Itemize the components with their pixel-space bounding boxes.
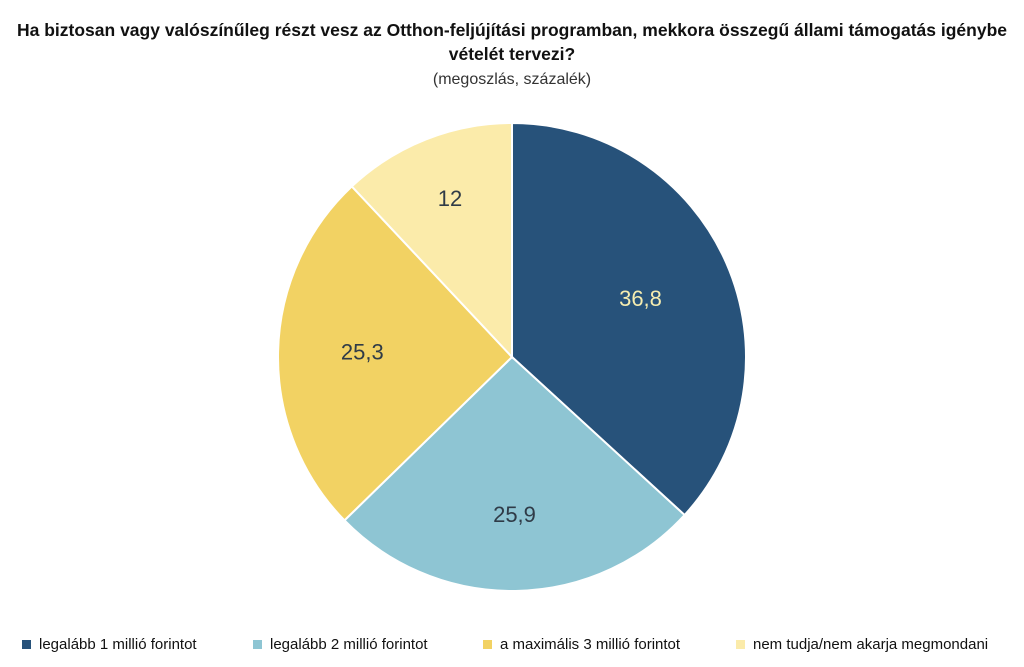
chart-legend: legalább 1 millió forintot legalább 2 mi… [0, 636, 1024, 660]
legend-label-3: a maximális 3 millió forintot [500, 636, 681, 653]
chart-title: Ha biztosan vagy valószínűleg részt vesz… [0, 18, 1024, 66]
pie-slice-1 [511, 121, 747, 517]
pie-chart: 36,8 25,9 25,3 12 [277, 121, 747, 592]
pie-slice-label-3: 25,3 [341, 340, 384, 365]
pie-slice-4 [350, 121, 513, 360]
legend-item-1: legalább 1 millió forintot [22, 636, 197, 653]
pie-slice-label-4: 12 [438, 186, 462, 211]
legend-item-2: legalább 2 millió forintot [253, 636, 428, 653]
legend-item-3: a maximális 3 millió forintot [483, 636, 680, 653]
pie-slice-label-1: 36,8 [619, 286, 662, 311]
legend-swatch-1 [22, 640, 31, 649]
chart-subtitle: (megoszlás, százalék) [432, 71, 592, 88]
pie-slice-label-2: 25,9 [493, 502, 536, 527]
legend-swatch-2 [253, 640, 262, 649]
pie-slice-2 [343, 355, 686, 592]
chart-title-text: Ha biztosan vagy valószínűleg részt vesz… [17, 20, 1007, 64]
legend-swatch-4 [736, 640, 745, 649]
pie-slice-3 [277, 185, 514, 522]
legend-label-1: legalább 1 millió forintot [39, 636, 197, 653]
legend-item-4: nem tudja/nem akarja megmondani [736, 636, 988, 653]
legend-label-4: nem tudja/nem akarja megmondani [753, 636, 989, 653]
legend-label-2: legalább 2 millió forintot [270, 636, 428, 653]
legend-swatch-3 [483, 640, 492, 649]
